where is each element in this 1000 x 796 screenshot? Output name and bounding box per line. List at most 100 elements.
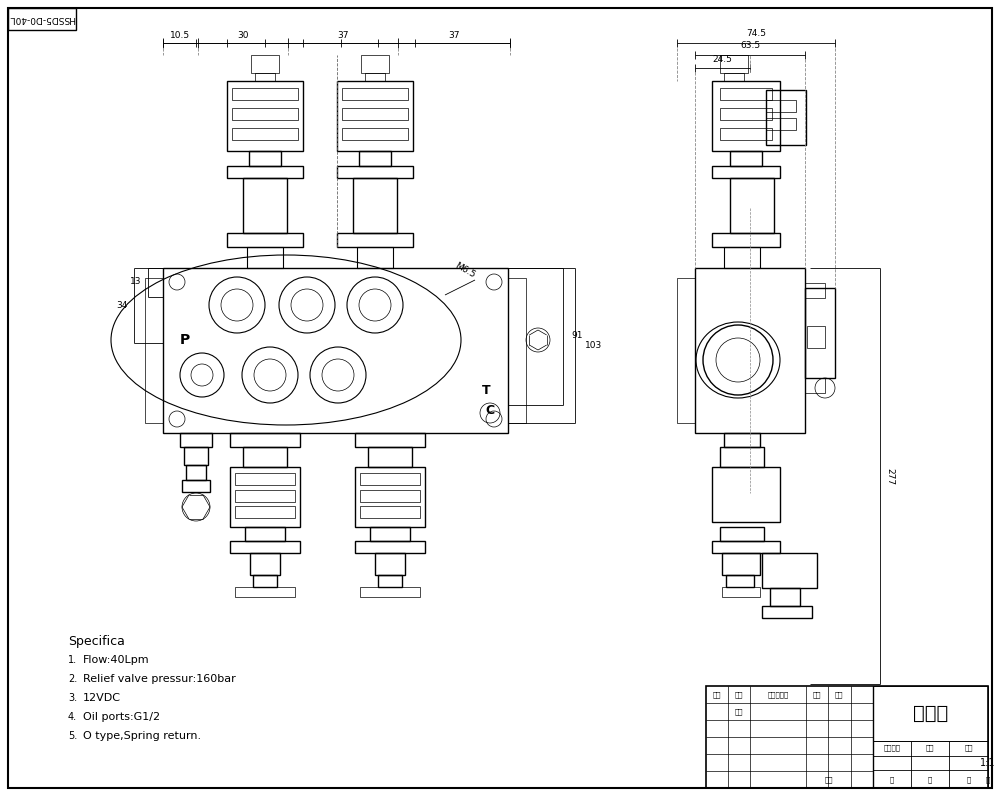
Bar [762,553,817,588]
Bar [724,247,760,268]
Bar [712,541,780,553]
Text: M6.5: M6.5 [453,260,477,279]
Text: 103: 103 [585,341,602,349]
Text: 日期: 日期 [825,777,833,783]
Bar [361,55,389,73]
Text: T: T [482,384,490,396]
Bar [508,278,526,423]
Bar [730,151,762,166]
Bar [186,465,206,480]
Bar [360,587,420,597]
Bar [235,587,295,597]
Text: 277: 277 [886,468,895,485]
Text: 比例: 比例 [965,745,973,751]
Bar [250,553,280,575]
Bar [873,686,988,741]
Text: 37: 37 [448,30,460,40]
Text: Oil ports:G1/2: Oil ports:G1/2 [83,712,160,722]
Text: 2.: 2. [68,674,77,684]
Bar [720,527,764,541]
Text: 质量: 质量 [926,745,934,751]
Bar [360,506,420,518]
Bar [360,490,420,502]
Bar [230,433,300,447]
Bar [365,73,385,81]
Text: 13: 13 [130,278,142,287]
Bar [695,268,805,433]
Bar [235,506,295,518]
Text: 1:1: 1:1 [980,758,996,768]
Text: HSSD5-D0-40L: HSSD5-D0-40L [9,14,75,24]
Text: 所属标记: 所属标记 [884,745,900,751]
Bar [342,128,408,140]
Bar [355,541,425,553]
Text: 24.5: 24.5 [713,54,732,64]
Text: 12VDC: 12VDC [83,693,121,703]
Bar [235,490,295,502]
Bar [227,166,303,178]
Bar [337,233,413,247]
Text: C: C [485,404,495,416]
Bar [247,247,283,268]
Bar [8,8,76,30]
Bar [375,553,405,575]
Bar [360,473,420,485]
Bar [253,575,277,587]
Bar [355,433,425,447]
Bar [762,606,812,618]
Bar [230,541,300,553]
Bar [184,447,208,465]
Text: 30: 30 [237,30,249,40]
Bar [770,588,800,606]
Bar [720,128,772,140]
Text: 3.: 3. [68,693,77,703]
Bar [227,81,303,151]
Bar [353,178,397,233]
Text: 更改文件名: 更改文件名 [767,691,789,698]
Bar [255,73,275,81]
Bar [232,128,298,140]
Bar [805,283,825,298]
Text: Specifica: Specifica [68,635,125,648]
Bar [766,118,796,130]
Bar [766,100,796,112]
Bar [249,151,281,166]
Bar [243,447,287,467]
Bar [145,278,163,423]
Bar [245,527,285,541]
Bar [357,247,393,268]
Bar [706,686,988,788]
Bar [805,378,825,393]
Bar [342,88,408,100]
Bar [163,268,508,433]
Text: 10.5: 10.5 [170,30,190,40]
Bar [182,480,210,492]
Bar [180,433,212,447]
Text: 37: 37 [337,30,349,40]
Bar [251,55,279,73]
Text: 第: 第 [967,777,971,783]
Bar [726,575,754,587]
Text: Relief valve pressur:160bar: Relief valve pressur:160bar [83,674,236,684]
Bar [235,473,295,485]
Bar [677,278,695,423]
Text: 张: 张 [928,777,932,783]
Text: 34: 34 [116,301,128,310]
Text: 标记: 标记 [713,691,721,698]
Text: 5.: 5. [68,731,77,741]
Bar [724,433,760,447]
Bar [720,55,748,73]
Bar [720,88,772,100]
Bar [355,467,425,527]
Text: 签字: 签字 [813,691,821,698]
Bar [337,166,413,178]
Bar [805,288,835,378]
Text: 91: 91 [571,331,582,341]
Bar [720,447,764,467]
Bar [370,527,410,541]
Bar [720,108,772,120]
Text: 74.5: 74.5 [746,29,766,38]
Text: 共: 共 [890,777,894,783]
Bar [712,467,780,522]
Bar [712,166,780,178]
